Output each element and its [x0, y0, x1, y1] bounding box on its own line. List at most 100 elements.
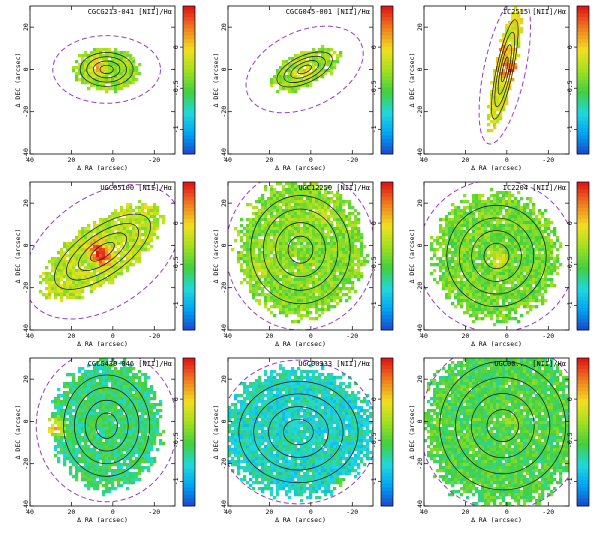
map-pixel [243, 227, 247, 231]
map-pixel [261, 290, 265, 294]
map-pixel [517, 272, 521, 276]
colorbar-segment [381, 259, 393, 264]
map-pixel [96, 242, 100, 246]
colorbar-segment [183, 24, 195, 29]
map-pixel [327, 272, 331, 276]
map-pixel [321, 209, 325, 213]
map-pixel [351, 284, 355, 288]
map-pixel [541, 248, 545, 252]
map-pixel [300, 84, 304, 88]
map-pixel [117, 251, 121, 255]
map-pixel [541, 266, 545, 270]
map-pixel [490, 269, 494, 273]
map-pixel [252, 287, 256, 291]
map-pixel [547, 245, 551, 249]
colorbar-segment [183, 131, 195, 136]
map-pixel [318, 278, 322, 282]
map-pixel [120, 266, 124, 270]
map-pixel [472, 266, 476, 270]
map-pixel [285, 66, 289, 70]
map-pixel [330, 200, 334, 204]
map-pixel [472, 230, 476, 234]
map-pixel [45, 275, 49, 279]
colorbar-segment [381, 9, 393, 14]
map-pixel [327, 302, 331, 306]
map-pixel [544, 266, 548, 270]
map-pixel [90, 409, 94, 413]
map-pixel [351, 272, 355, 276]
map-pixel [517, 299, 521, 303]
map-pixel [270, 263, 274, 267]
map-area [478, 6, 531, 145]
map-pixel [451, 290, 455, 294]
map-pixel [490, 287, 494, 291]
map-pixel [48, 290, 52, 294]
map-pixel [102, 66, 106, 70]
map-pixel [309, 242, 313, 246]
map-pixel [123, 209, 127, 213]
map-pixel [267, 248, 271, 252]
map-pixel [120, 412, 124, 416]
map-pixel [535, 278, 539, 282]
map-pixel [324, 281, 328, 285]
map-pixel [309, 257, 313, 261]
map-pixel [457, 263, 461, 267]
map-pixel [502, 254, 506, 258]
map-pixel [520, 227, 524, 231]
map-pixel [321, 269, 325, 273]
contour-line [90, 241, 115, 262]
map-pixel [75, 391, 79, 395]
map-pixel [63, 394, 67, 398]
map-pixel [330, 251, 334, 255]
map-pixel [514, 305, 518, 309]
map-pixel [321, 245, 325, 249]
map-pixel [327, 296, 331, 300]
map-pixel [330, 269, 334, 273]
map-pixel [117, 391, 121, 395]
map-pixel [354, 290, 358, 294]
map-pixel [502, 42, 506, 46]
map-pixel [123, 385, 127, 389]
map-pixel [511, 296, 515, 300]
map-pixel [231, 248, 235, 252]
map-pixel [264, 224, 268, 228]
map-pixel [505, 251, 509, 255]
map-pixel [105, 54, 109, 58]
map-pixel [339, 239, 343, 243]
map-pixel [120, 212, 124, 216]
map-pixel [105, 63, 109, 67]
map-pixel [303, 188, 307, 192]
map-pixel [102, 373, 106, 377]
map-pixel [315, 182, 319, 186]
map-pixel [529, 281, 533, 285]
map-pixel [517, 36, 521, 40]
map-pixel [129, 403, 133, 407]
map-pixel [490, 218, 494, 222]
map-pixel [288, 215, 292, 219]
map-pixel [517, 239, 521, 243]
map-pixel [333, 251, 337, 255]
map-pixel [496, 99, 500, 103]
colorbar-segment [183, 211, 195, 216]
map-pixel [517, 302, 521, 306]
colorbar-segment [183, 28, 195, 33]
map-pixel [87, 388, 91, 392]
map-pixel [478, 203, 482, 207]
map-pixel [99, 379, 103, 383]
map-pixel [556, 248, 560, 252]
map-pixel [300, 206, 304, 210]
map-pixel [84, 412, 88, 416]
map-pixel [505, 57, 509, 61]
map-pixel [475, 203, 479, 207]
map-pixel [120, 367, 124, 371]
map-pixel [469, 269, 473, 273]
map-pixel [547, 218, 551, 222]
map-pixel [306, 63, 310, 67]
map-pixel [496, 84, 500, 88]
map-pixel [60, 272, 64, 276]
map-pixel [351, 239, 355, 243]
map-pixel [285, 233, 289, 237]
contour-line [66, 223, 139, 281]
map-pixel [249, 290, 253, 294]
x-tick-label: 40 [224, 332, 232, 340]
